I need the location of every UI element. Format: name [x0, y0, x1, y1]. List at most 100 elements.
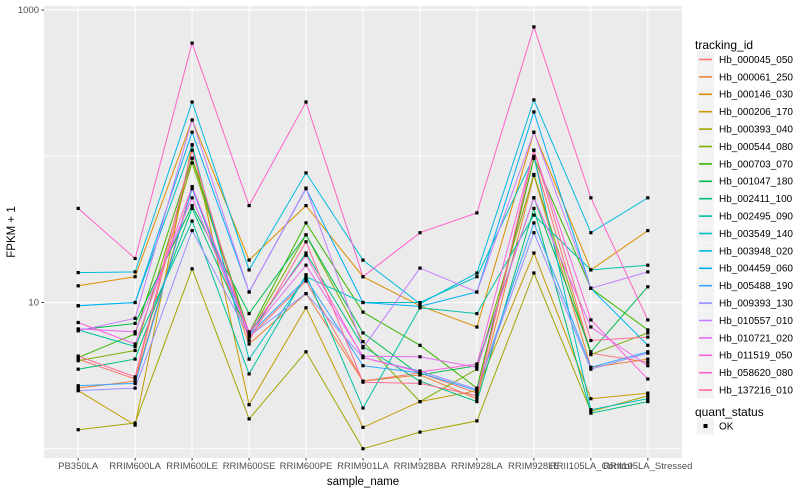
data-point	[475, 394, 479, 398]
data-point	[190, 204, 194, 208]
data-point	[247, 332, 251, 336]
data-point	[247, 268, 251, 272]
data-point	[304, 277, 308, 281]
data-point	[361, 447, 365, 451]
data-point	[190, 267, 194, 271]
data-point	[589, 408, 593, 412]
legend-item: Hb_137216_010	[697, 381, 793, 399]
data-point	[247, 312, 251, 316]
data-point	[76, 271, 80, 275]
data-point	[475, 211, 479, 215]
data-point	[646, 285, 650, 289]
axes: PB350LA RRIM600LA RRIM600LE RRIM600SE RRIM60…	[18, 5, 693, 472]
data-point	[76, 304, 80, 308]
data-point	[475, 271, 479, 275]
data-point	[133, 379, 137, 383]
x-tick-label: RRII105LA_Control	[550, 461, 632, 472]
data-point	[418, 379, 422, 383]
data-point	[76, 386, 80, 390]
data-point	[247, 334, 251, 338]
data-point	[418, 266, 422, 270]
data-point	[76, 428, 80, 432]
data-point	[304, 273, 308, 277]
legend-item-label: Hb_011519_050	[719, 351, 793, 362]
data-point	[361, 331, 365, 335]
x-axis-title: sample_name	[327, 476, 399, 488]
data-point	[304, 233, 308, 237]
data-point	[304, 292, 308, 296]
data-point	[532, 221, 536, 225]
data-point	[76, 320, 80, 325]
data-point	[589, 338, 593, 343]
data-point	[532, 172, 536, 177]
data-point	[304, 240, 308, 244]
data-point	[133, 256, 137, 261]
data-point	[475, 325, 479, 329]
data-point	[304, 263, 308, 267]
legend-item-label: Hb_010557_010	[719, 316, 793, 327]
data-point	[361, 380, 365, 384]
legend-item: Hb_000393_040	[697, 120, 793, 138]
data-point	[361, 346, 365, 350]
data-point	[532, 154, 536, 158]
data-point	[418, 381, 422, 385]
data-point	[646, 351, 650, 355]
data-point	[361, 425, 365, 429]
y-axis-title: FPKM + 1	[6, 206, 18, 257]
legend-title-quant-status: quant_status	[695, 405, 764, 419]
data-point	[646, 357, 650, 361]
data-point	[247, 330, 251, 334]
data-point	[361, 300, 365, 305]
data-point	[190, 187, 194, 191]
data-point	[646, 318, 650, 322]
data-point	[76, 384, 80, 388]
data-point	[76, 367, 80, 371]
data-point	[532, 231, 536, 235]
data-point	[76, 327, 80, 331]
data-point	[190, 156, 194, 160]
legend-item-label: Hb_000045_050	[719, 55, 793, 66]
legend-item: Hb_002411_100	[697, 190, 793, 208]
legend-item-label: Hb_001047_180	[719, 177, 793, 188]
data-point	[133, 321, 137, 325]
legend-item: Hb_058620_080	[697, 364, 793, 382]
x-tick-label: RRIM600LE	[166, 461, 218, 472]
data-point	[418, 231, 422, 235]
legend-item-label: Hb_058620_080	[719, 368, 793, 379]
y-tick-label: 1000	[18, 5, 39, 16]
legend-item: Hb_000045_050	[697, 51, 793, 68]
x-tick-label: RRII105LA_Stressed	[603, 461, 692, 472]
data-point	[475, 400, 479, 404]
data-point	[76, 329, 80, 333]
data-point	[475, 387, 479, 391]
data-point	[190, 130, 194, 134]
data-point	[646, 360, 650, 364]
legend-item-label: Hb_000544_080	[719, 142, 793, 153]
legend-item: Hb_000061_250	[697, 68, 793, 86]
data-point	[304, 350, 308, 354]
data-point	[190, 118, 194, 122]
data-point	[418, 400, 422, 404]
data-point	[361, 275, 365, 279]
data-point	[247, 204, 251, 208]
legend-item: Hb_000544_080	[697, 138, 793, 155]
legend-item-label: Hb_000146_030	[719, 90, 793, 101]
data-point	[418, 370, 422, 374]
data-point	[190, 196, 194, 200]
data-point	[247, 357, 251, 361]
legend-item: Hb_000703_070	[697, 155, 793, 173]
data-point	[646, 400, 650, 404]
data-point	[133, 342, 137, 346]
legend-item-label: Hb_000206_170	[719, 107, 793, 118]
data-point	[646, 335, 650, 339]
data-point	[418, 343, 422, 347]
data-point	[475, 275, 479, 279]
legend-item-label: Hb_000393_040	[719, 125, 793, 136]
x-tick-label: RRIM600PE	[280, 461, 333, 472]
data-point	[190, 41, 194, 45]
data-point	[589, 397, 593, 401]
data-point	[190, 100, 194, 104]
data-point	[76, 206, 80, 210]
data-point	[133, 375, 137, 379]
